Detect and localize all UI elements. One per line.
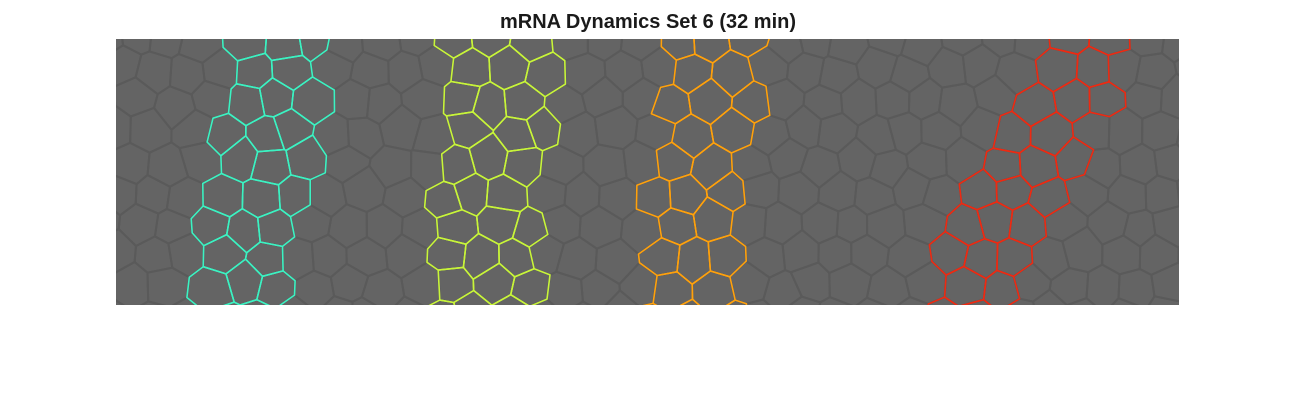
cell-membrane (896, 295, 930, 305)
stripe-cell-outline (491, 293, 529, 305)
stripe-3 (635, 39, 771, 305)
cell-membrane (351, 295, 378, 305)
tissue-background (116, 39, 1179, 305)
stripe-cell-outline (509, 268, 551, 305)
stripe-cell-outline (1088, 80, 1127, 118)
cell-membrane (171, 296, 198, 305)
cell-membrane (855, 296, 888, 305)
stripe-cell-outline (256, 270, 296, 305)
cell-membrane (818, 295, 854, 305)
stripe-cell-outline (960, 298, 992, 305)
cell-membrane (323, 294, 354, 305)
stripe-1 (186, 39, 336, 305)
cell-membrane (1147, 295, 1179, 305)
cell-membrane (745, 298, 771, 305)
cell-membrane (1159, 72, 1179, 120)
stripe-4 (927, 39, 1131, 305)
cell-membrane (1065, 296, 1097, 305)
stripe-outlines (186, 39, 1131, 305)
cell-membrane (604, 289, 640, 305)
stripe-cell-outline (927, 296, 958, 305)
cell-membrane (1150, 261, 1179, 303)
stripe-cell-outline (428, 299, 456, 305)
cell-membrane (394, 295, 425, 305)
stripe-cell-outline (452, 289, 493, 305)
cell-membrane (1031, 288, 1068, 305)
tissue-image (116, 39, 1179, 305)
figure-title: mRNA Dynamics Set 6 (32 min) (499, 11, 796, 33)
stripe-cell-outline (982, 269, 1021, 305)
cell-membrane (575, 300, 592, 305)
stripe-cell-outline (691, 270, 737, 305)
stripe-2 (423, 39, 567, 305)
stripe-cell-outline (239, 298, 270, 305)
